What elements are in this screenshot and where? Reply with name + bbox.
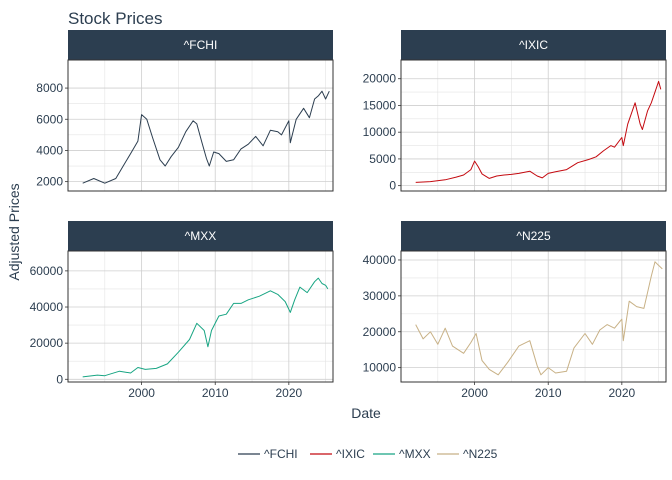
y-tick-label: 6000 bbox=[36, 112, 63, 126]
panel-border-fchi bbox=[67, 59, 334, 192]
panel-border-mxx bbox=[67, 250, 334, 383]
legend-item-mxx: ^MXX bbox=[373, 447, 431, 461]
facet-panels: ^FCHI 2000 4000 6000 8000 ^IXIC 0 5000 10000 1500… bbox=[30, 30, 667, 400]
legend-item-fchi: ^FCHI bbox=[238, 447, 298, 461]
y-tick-label: 0 bbox=[56, 372, 63, 386]
y-tick-label: 10000 bbox=[363, 125, 397, 139]
legend-label-fchi: ^FCHI bbox=[264, 447, 298, 461]
facet-label-mxx: ^MXX bbox=[185, 229, 217, 243]
panel-border-ixic bbox=[400, 59, 667, 192]
facet-strip-mxx bbox=[68, 221, 333, 251]
facet-strip-ixic bbox=[401, 30, 666, 60]
legend-label-n225: ^N225 bbox=[463, 447, 498, 461]
x-tick-label: 2010 bbox=[535, 386, 562, 400]
y-tick-label: 30000 bbox=[363, 289, 397, 303]
y-tick-label: 4000 bbox=[36, 143, 63, 157]
y-tick-label: 40000 bbox=[363, 253, 397, 267]
panel-background-fchi bbox=[68, 60, 333, 191]
x-tick-label: 2000 bbox=[128, 386, 155, 400]
legend-item-ixic: ^IXIC bbox=[310, 447, 365, 461]
y-tick-label: 5000 bbox=[369, 152, 396, 166]
y-tick-label: 2000 bbox=[36, 175, 63, 189]
x-tick-label: 2020 bbox=[608, 386, 635, 400]
panel-fchi: ^FCHI 2000 4000 6000 8000 bbox=[36, 30, 334, 192]
panel-n225: ^N225 10000 20000 30000 40000 2000 2010 2020 bbox=[363, 221, 667, 400]
y-tick-label: 20000 bbox=[30, 336, 64, 350]
facet-label-ixic: ^IXIC bbox=[519, 38, 548, 52]
panel-border-n225 bbox=[400, 250, 667, 383]
y-tick-label: 0 bbox=[389, 179, 396, 193]
series-line-mxx bbox=[82, 277, 329, 378]
series-line-n225 bbox=[415, 261, 663, 376]
panel-ixic: ^IXIC 0 5000 10000 15000 20000 bbox=[363, 30, 667, 193]
y-axis-label: Adjusted Prices bbox=[6, 183, 22, 280]
y-tick-label: 8000 bbox=[36, 81, 63, 95]
facet-strip-n225 bbox=[401, 221, 666, 251]
series-line-ixic bbox=[415, 80, 662, 183]
x-tick-label: 2020 bbox=[275, 386, 302, 400]
legend-item-n225: ^N225 bbox=[437, 447, 498, 461]
x-tick-label: 2000 bbox=[461, 386, 488, 400]
y-tick-label: 20000 bbox=[363, 325, 397, 339]
panel-mxx: ^MXX 0 20000 40000 60000 2000 2010 2020 bbox=[30, 221, 334, 400]
x-axis-label: Date bbox=[351, 405, 381, 421]
legend-label-ixic: ^IXIC bbox=[336, 447, 365, 461]
facet-strip-fchi bbox=[68, 30, 333, 60]
panel-background-ixic bbox=[401, 60, 666, 191]
y-tick-label: 10000 bbox=[363, 361, 397, 375]
chart-title: Stock Prices bbox=[68, 9, 162, 28]
panel-background-n225 bbox=[401, 251, 666, 382]
y-tick-label: 15000 bbox=[363, 98, 397, 112]
y-tick-label: 20000 bbox=[363, 72, 397, 86]
y-tick-label: 40000 bbox=[30, 300, 64, 314]
x-tick-label: 2010 bbox=[202, 386, 229, 400]
y-tick-label: 60000 bbox=[30, 264, 64, 278]
facet-label-n225: ^N225 bbox=[516, 229, 551, 243]
legend: ^FCHI ^IXIC ^MXX ^N225 bbox=[238, 447, 498, 461]
legend-label-mxx: ^MXX bbox=[399, 447, 431, 461]
series-line-fchi bbox=[82, 90, 330, 184]
facet-label-fchi: ^FCHI bbox=[184, 38, 218, 52]
